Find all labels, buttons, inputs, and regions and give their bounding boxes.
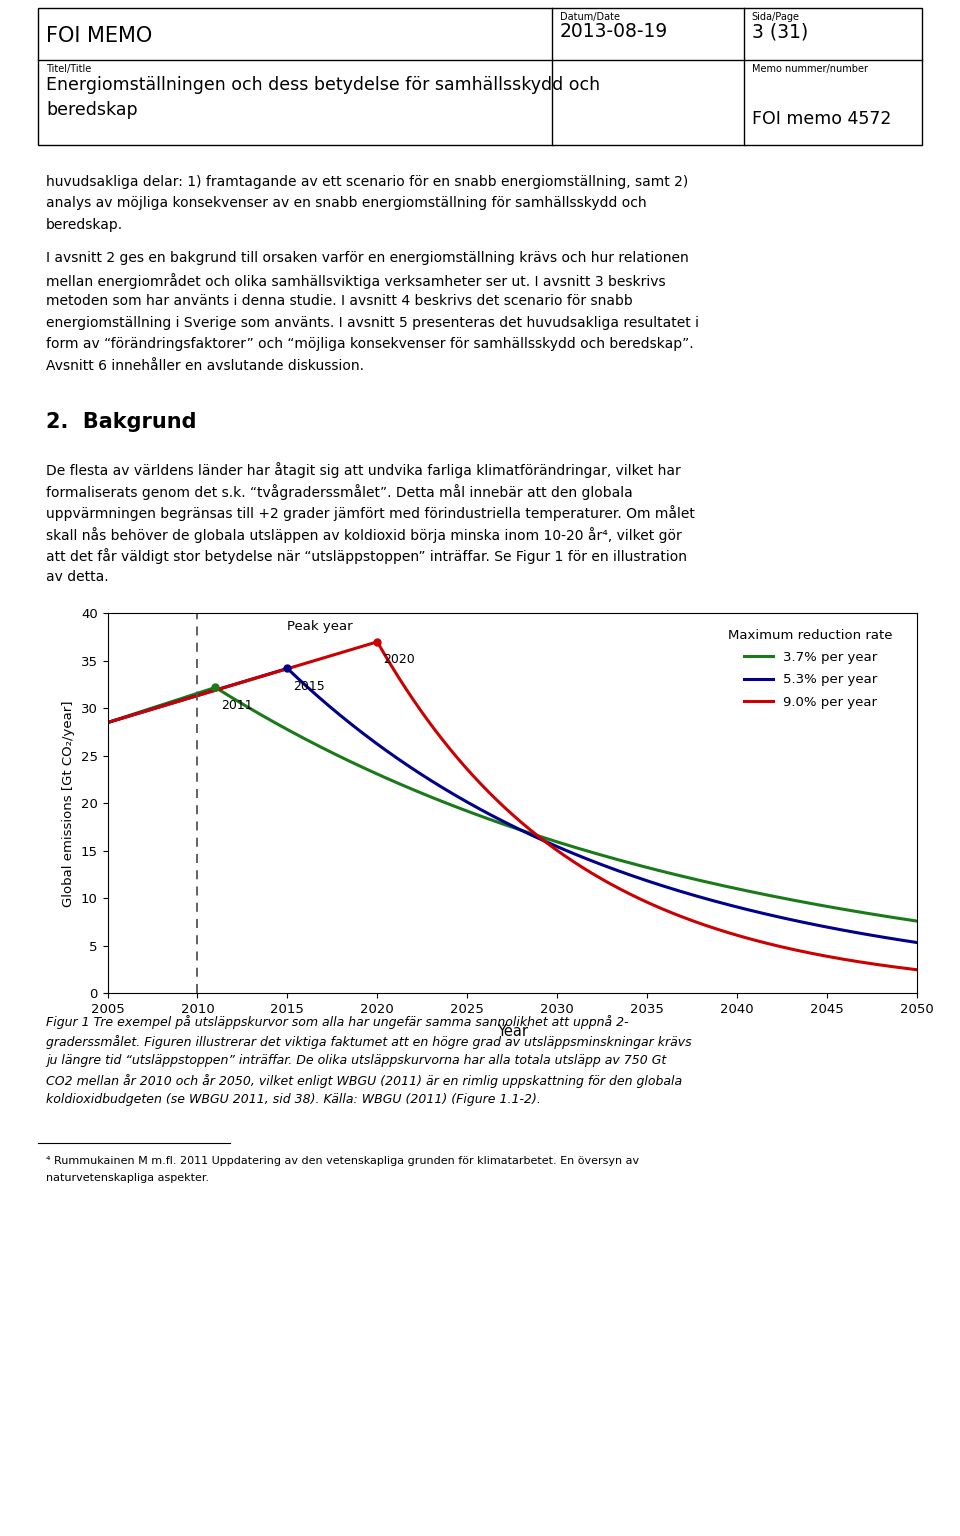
Text: formaliserats genom det s.k. “tvågraderssmålet”. Detta mål innebär att den globa: formaliserats genom det s.k. “tvågraders… [46, 484, 633, 499]
Text: Figur 1 Tre exempel på utsläppskurvor som alla har ungefär samma sannolikhet att: Figur 1 Tre exempel på utsläppskurvor so… [46, 1015, 629, 1029]
Text: naturvetenskapliga aspekter.: naturvetenskapliga aspekter. [46, 1174, 209, 1183]
Text: form av “förändringsfaktorer” och “möjliga konsekvenser för samhällsskydd och be: form av “förändringsfaktorer” och “möjli… [46, 338, 694, 352]
Text: Datum/Date: Datum/Date [560, 12, 620, 22]
Text: De flesta av världens länder har åtagit sig att undvika farliga klimatförändring: De flesta av världens länder har åtagit … [46, 462, 681, 478]
Text: skall nås behöver de globala utsläppen av koldioxid börja minska inom 10-20 år⁴,: skall nås behöver de globala utsläppen a… [46, 527, 682, 542]
Text: 3 (31): 3 (31) [752, 22, 808, 41]
Text: 2015: 2015 [293, 680, 324, 693]
Legend: 3.7% per year, 5.3% per year, 9.0% per year: 3.7% per year, 5.3% per year, 9.0% per y… [723, 624, 898, 714]
Text: metoden som har använts i denna studie. I avsnitt 4 beskrivs det scenario för sn: metoden som har använts i denna studie. … [46, 295, 633, 309]
Text: graderssmålet. Figuren illustrerar det viktiga faktumet att en högre grad av uts: graderssmålet. Figuren illustrerar det v… [46, 1035, 692, 1049]
Text: Memo nummer/number: Memo nummer/number [752, 65, 868, 74]
Y-axis label: Global emissions [Gt CO₂/year]: Global emissions [Gt CO₂/year] [62, 700, 75, 906]
Text: ⁴ Rummukainen M m.fl. 2011 Uppdatering av den vetenskapliga grunden för klimatar: ⁴ Rummukainen M m.fl. 2011 Uppdatering a… [46, 1155, 639, 1166]
Text: analys av möjliga konsekvenser av en snabb energiomställning för samhällsskydd o: analys av möjliga konsekvenser av en sna… [46, 197, 647, 210]
Text: FOI memo 4572: FOI memo 4572 [752, 111, 891, 127]
Text: 2011: 2011 [221, 699, 252, 711]
Text: 2.  Bakgrund: 2. Bakgrund [46, 412, 197, 432]
Text: Avsnitt 6 innehåller en avslutande diskussion.: Avsnitt 6 innehåller en avslutande disku… [46, 359, 364, 373]
Text: Peak year: Peak year [287, 621, 352, 633]
Text: att det får väldigt stor betydelse när “utsläppstoppen” inträffar. Se Figur 1 fö: att det får väldigt stor betydelse när “… [46, 548, 687, 564]
Text: huvudsakliga delar: 1) framtagande av ett scenario för en snabb energiomställnin: huvudsakliga delar: 1) framtagande av et… [46, 175, 688, 189]
Text: ju längre tid “utsläppstoppen” inträffar. De olika utsläppskurvorna har alla tot: ju längre tid “utsläppstoppen” inträffar… [46, 1054, 666, 1068]
Text: av detta.: av detta. [46, 570, 108, 584]
Text: mellan energiområdet och olika samhällsviktiga verksamheter ser ut. I avsnitt 3 : mellan energiområdet och olika samhällsv… [46, 273, 665, 289]
Text: energiomställning i Sverige som använts. I avsnitt 5 presenteras det huvudsaklig: energiomställning i Sverige som använts.… [46, 316, 699, 330]
Text: 2013-08-19: 2013-08-19 [560, 22, 668, 41]
Text: I avsnitt 2 ges en bakgrund till orsaken varför en energiomställning krävs och h: I avsnitt 2 ges en bakgrund till orsaken… [46, 252, 689, 266]
Text: Sida/Page: Sida/Page [752, 12, 800, 22]
Text: FOI MEMO: FOI MEMO [46, 26, 153, 46]
Text: beredskap.: beredskap. [46, 218, 123, 232]
Text: CO2 mellan år 2010 och år 2050, vilket enligt WBGU (2011) är en rimlig uppskattn: CO2 mellan år 2010 och år 2050, vilket e… [46, 1074, 683, 1087]
Text: 2020: 2020 [383, 653, 415, 667]
Text: Energiomställningen och dess betydelse för samhällsskydd och
beredskap: Energiomställningen och dess betydelse f… [46, 75, 600, 118]
Text: uppvärmningen begränsas till +2 grader jämfört med förindustriella temperaturer.: uppvärmningen begränsas till +2 grader j… [46, 505, 695, 521]
X-axis label: Year: Year [496, 1025, 528, 1040]
Text: koldioxidbudgeten (se WBGU 2011, sid 38). Källa: WBGU (2011) (Figure 1.1-2).: koldioxidbudgeten (se WBGU 2011, sid 38)… [46, 1094, 540, 1106]
Text: Titel/Title: Titel/Title [46, 65, 91, 74]
